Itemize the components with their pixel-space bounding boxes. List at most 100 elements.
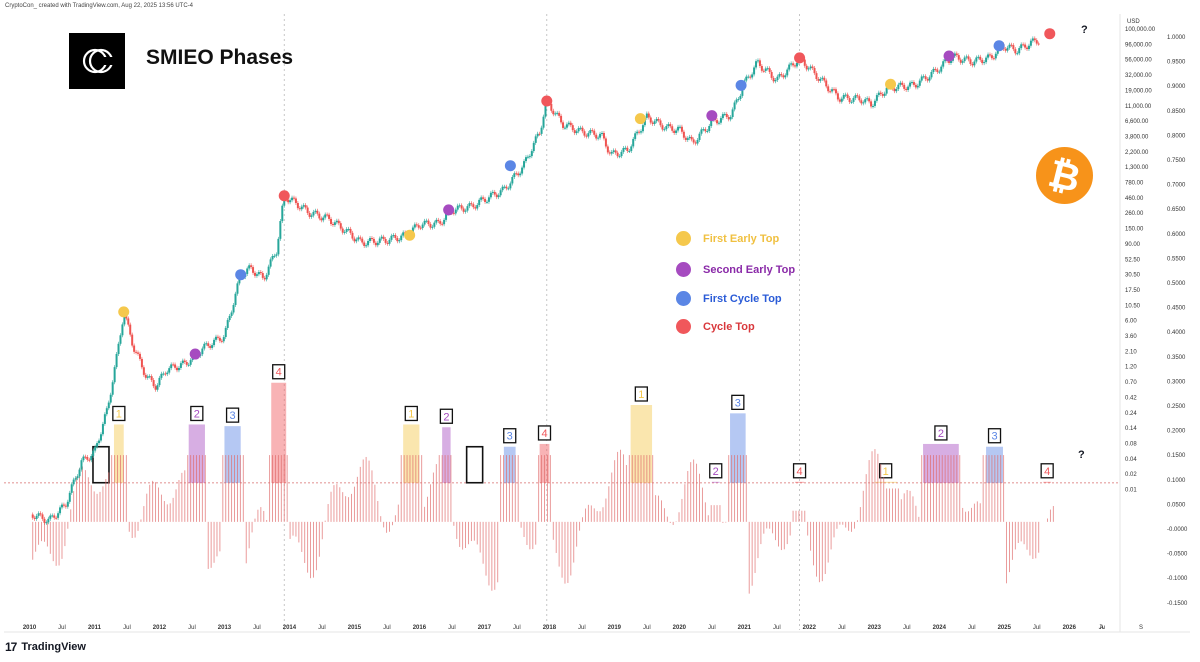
price-candle	[755, 61, 758, 68]
price-candle	[571, 125, 574, 131]
price-tick-label: 90.00	[1125, 242, 1141, 248]
price-candle	[273, 255, 276, 257]
price-candle	[671, 126, 674, 131]
price-candle	[562, 122, 565, 128]
price-candle	[733, 102, 736, 110]
price-candle	[324, 214, 327, 218]
price-candle	[766, 68, 769, 70]
price-candle	[82, 456, 85, 461]
price-candle	[478, 199, 481, 206]
price-candle	[495, 194, 498, 198]
price-candle	[51, 515, 54, 517]
time-tick-label: Jul	[253, 625, 261, 631]
price-candle	[610, 151, 613, 154]
price-candle	[725, 113, 728, 118]
oscillator-tick-label: 0.9500	[1167, 60, 1186, 66]
price-candle	[487, 197, 490, 202]
price-candle	[291, 197, 294, 201]
price-candle	[727, 117, 730, 120]
price-candle	[854, 95, 857, 99]
time-tick-label: 2025	[998, 625, 1012, 631]
time-tick-label: 2022	[803, 625, 817, 631]
price-candle	[1031, 38, 1034, 41]
price-candle	[166, 372, 169, 375]
price-tick-label: 1,300.00	[1125, 165, 1149, 171]
price-candle	[123, 315, 126, 325]
tradingview-brand: TradingView	[21, 641, 86, 653]
price-candle	[474, 207, 477, 209]
phase-label: 1	[116, 408, 122, 420]
price-candle	[661, 125, 664, 130]
price-candle	[396, 238, 399, 242]
price-candle	[965, 56, 968, 58]
price-candle	[552, 110, 555, 115]
price-candle	[805, 65, 808, 70]
price-candle	[411, 227, 414, 234]
price-candle	[306, 207, 309, 213]
price-candle	[866, 98, 869, 100]
price-candle	[764, 68, 767, 71]
price-candle	[905, 88, 908, 90]
price-candle	[675, 130, 678, 133]
price-candle	[977, 56, 980, 58]
price-candle	[632, 138, 635, 147]
price-candle	[154, 386, 157, 390]
price-candle	[213, 339, 216, 346]
price-candle	[833, 89, 836, 91]
price-candle	[651, 122, 654, 124]
price-candle	[821, 77, 824, 79]
price-candle	[1027, 45, 1030, 50]
price-candle	[216, 336, 219, 338]
price-candle	[142, 367, 145, 375]
price-candle	[470, 203, 473, 205]
time-tick-label: 2017	[478, 625, 492, 631]
price-candle	[33, 517, 36, 519]
price-candle	[88, 459, 91, 461]
price-candle	[209, 346, 212, 348]
price-candle	[858, 96, 861, 101]
price-candle	[160, 373, 163, 378]
price-candle	[96, 443, 99, 447]
price-candle	[770, 71, 773, 78]
price-candle	[263, 277, 266, 280]
price-candle	[690, 136, 693, 140]
price-candle	[76, 476, 79, 479]
phase-label: 4	[276, 367, 282, 379]
legend-item: First Cycle Top	[676, 291, 782, 306]
price-candle	[57, 513, 60, 518]
price-candle	[1024, 44, 1027, 48]
price-candle	[99, 434, 102, 441]
price-candle	[328, 214, 331, 219]
phase-label: 3	[507, 431, 513, 443]
price-candle	[556, 112, 559, 114]
tradingview-footer[interactable]: 17 TradingView	[5, 640, 86, 654]
price-candle	[932, 68, 935, 72]
phase-zone	[795, 481, 805, 483]
price-candle	[959, 59, 962, 63]
price-candle	[971, 63, 974, 66]
price-candle	[207, 343, 210, 347]
price-candle	[144, 374, 147, 378]
price-candle	[398, 240, 401, 242]
price-tick-label: 56,000.00	[1125, 58, 1152, 64]
phase-marker	[541, 95, 553, 107]
time-tick-label: Jul	[903, 625, 911, 631]
price-candle	[326, 214, 329, 216]
price-candle	[519, 173, 522, 176]
price-candle	[930, 71, 933, 78]
price-candle	[164, 373, 167, 375]
phase-marker	[1044, 28, 1056, 40]
price-candle	[437, 219, 440, 222]
price-candle	[511, 176, 514, 184]
phase-marker	[735, 79, 747, 91]
price-candle	[361, 238, 364, 243]
price-candle	[35, 515, 38, 519]
price-candle	[31, 514, 34, 518]
price-candle	[819, 78, 822, 81]
price-candle	[663, 129, 666, 131]
price-candle	[696, 139, 699, 144]
price-candle	[612, 150, 615, 152]
price-candle	[105, 408, 108, 415]
price-candle	[271, 256, 274, 260]
price-candle	[246, 268, 249, 274]
